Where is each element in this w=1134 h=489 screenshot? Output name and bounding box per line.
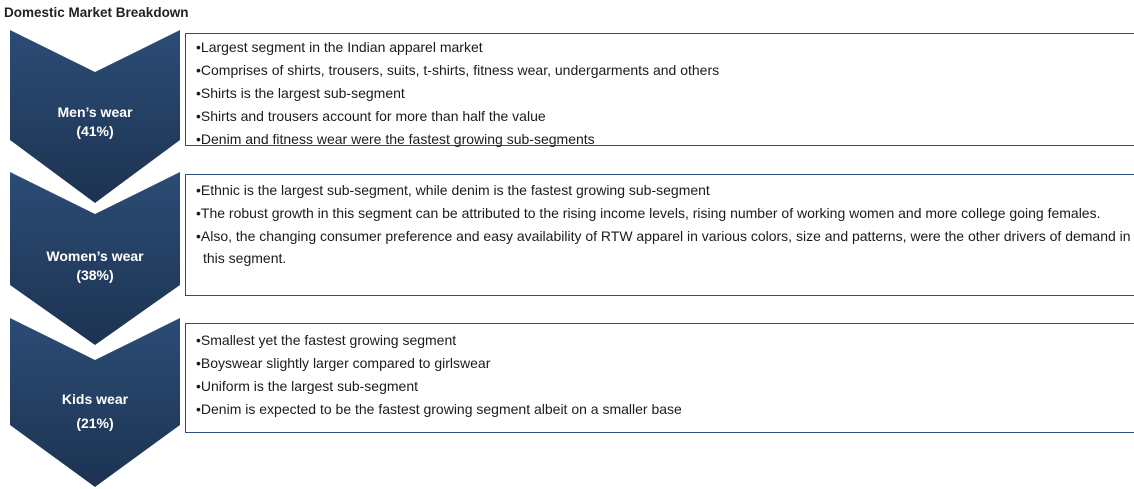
bullet-point: Shirts and trousers account for more tha… (196, 105, 1131, 127)
chevron (10, 318, 180, 487)
title: Domestic Market Breakdown (4, 5, 189, 20)
segment-label: Women’s wear (38%) (10, 247, 180, 285)
segment-box: Ethnic is the largest sub-segment, while… (185, 174, 1134, 296)
bullet-point: The robust growth in this segment can be… (196, 202, 1131, 224)
chevron (10, 172, 180, 345)
bullet-point: Uniform is the largest sub-segment (196, 375, 1131, 397)
bullet-point: Smallest yet the fastest growing segment (196, 329, 1131, 351)
bullet-list: Largest segment in the Indian apparel ma… (186, 36, 1131, 150)
bullet-list: Ethnic is the largest sub-segment, while… (186, 179, 1131, 269)
bullet-point: Denim is expected to be the fastest grow… (196, 398, 1131, 420)
bullet-point: Comprises of shirts, trousers, suits, t-… (196, 59, 1131, 81)
segment-name: Women’s wear (46, 248, 144, 264)
segment-label: Kids wear (21%) (10, 390, 180, 433)
bullet-point: Shirts is the largest sub-segment (196, 82, 1131, 104)
segment-share: (41%) (76, 123, 114, 139)
bullet-point: Boyswear slightly larger compared to gir… (196, 352, 1131, 374)
segment-box: Smallest yet the fastest growing segment… (185, 323, 1134, 433)
bullet-list: Smallest yet the fastest growing segment… (186, 329, 1131, 420)
bullet-point: Denim and fitness wear were the fastest … (196, 128, 1131, 150)
segment-name: Men’s wear (57, 104, 133, 120)
chevron (10, 30, 180, 203)
bullet-point: Largest segment in the Indian apparel ma… (196, 36, 1131, 58)
bullet-point: Also, the changing consumer preference a… (196, 225, 1131, 269)
chevrons (10, 30, 180, 487)
segment-box: Largest segment in the Indian apparel ma… (185, 33, 1134, 147)
segment-share: (38%) (76, 267, 114, 283)
bullet-point: Ethnic is the largest sub-segment, while… (196, 179, 1131, 201)
segment-label: Men’s wear (41%) (10, 103, 180, 141)
segment-name: Kids wear (61, 391, 129, 407)
segment-share: (21%) (76, 415, 114, 431)
